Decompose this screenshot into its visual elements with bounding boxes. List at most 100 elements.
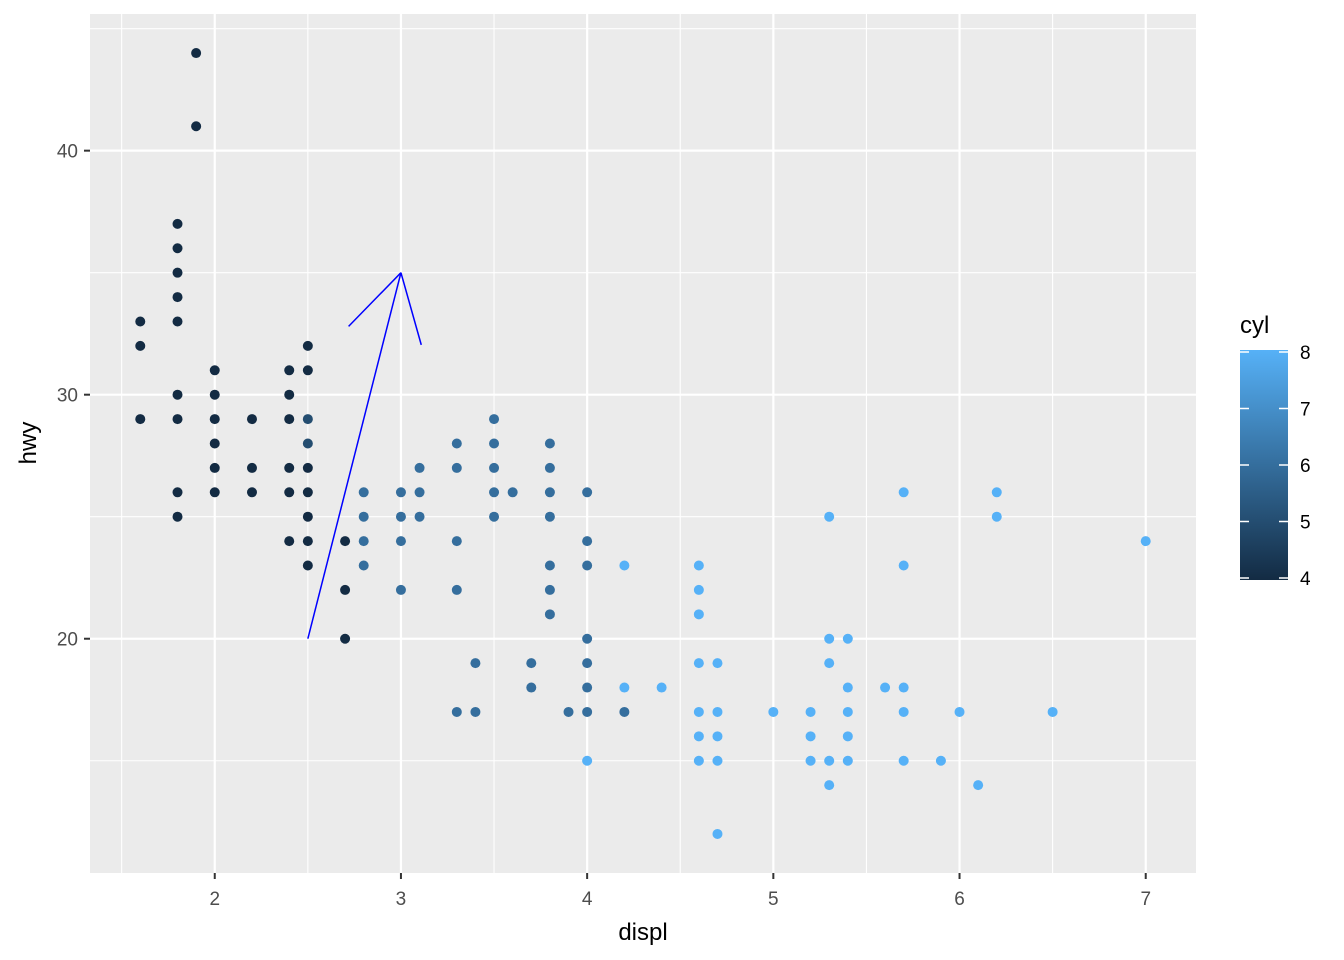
data-point xyxy=(340,536,351,547)
data-point xyxy=(824,755,835,766)
arrow-annotation xyxy=(307,272,423,639)
data-point xyxy=(619,560,630,571)
data-point xyxy=(284,414,295,425)
data-point xyxy=(489,438,500,449)
data-point xyxy=(842,682,853,693)
data-point xyxy=(824,511,835,522)
data-point xyxy=(395,536,406,547)
data-point xyxy=(395,487,406,498)
colorbar-ticks: 4 5 6 7 8 xyxy=(1240,343,1311,590)
data-point xyxy=(544,487,555,498)
data-point xyxy=(284,365,295,376)
data-point xyxy=(526,658,537,669)
data-point xyxy=(489,487,500,498)
data-point xyxy=(451,706,462,717)
data-point xyxy=(395,511,406,522)
data-point xyxy=(172,267,183,278)
data-point xyxy=(414,487,425,498)
data-point xyxy=(805,706,816,717)
minor-gridlines xyxy=(90,14,1196,873)
data-point xyxy=(284,389,295,400)
data-point xyxy=(582,755,593,766)
data-point xyxy=(693,560,704,571)
data-point xyxy=(544,511,555,522)
data-point xyxy=(954,706,965,717)
data-point xyxy=(302,365,313,376)
data-point xyxy=(302,438,313,449)
arrow-shaft xyxy=(307,272,402,639)
data-point xyxy=(172,414,183,425)
colorbar-label: 8 xyxy=(1300,343,1311,364)
data-point xyxy=(898,755,909,766)
data-point xyxy=(209,487,220,498)
data-point xyxy=(302,414,313,425)
data-point xyxy=(973,780,984,791)
data-point xyxy=(358,536,369,547)
arrow-head-line xyxy=(348,272,402,327)
x-axis: 2 3 4 5 6 7 xyxy=(209,873,1151,910)
data-point xyxy=(284,536,295,547)
data-point xyxy=(135,316,146,327)
data-point xyxy=(172,218,183,229)
data-point xyxy=(358,487,369,498)
data-point xyxy=(712,755,723,766)
data-point xyxy=(712,658,723,669)
data-point xyxy=(898,560,909,571)
data-point xyxy=(693,658,704,669)
data-point xyxy=(246,462,257,473)
data-point xyxy=(582,706,593,717)
data-point xyxy=(693,584,704,595)
data-point xyxy=(582,536,593,547)
plot-panel xyxy=(90,14,1196,873)
y-tick-label: 40 xyxy=(57,142,78,163)
x-tick-label: 7 xyxy=(1140,889,1151,910)
data-point xyxy=(768,706,779,717)
data-point xyxy=(842,755,853,766)
data-point xyxy=(1140,536,1151,547)
data-point xyxy=(451,584,462,595)
major-gridlines xyxy=(90,14,1196,873)
colorbar-label: 4 xyxy=(1300,569,1311,590)
data-point xyxy=(991,511,1002,522)
data-point xyxy=(414,511,425,522)
data-point xyxy=(172,316,183,327)
data-point xyxy=(898,706,909,717)
data-point xyxy=(693,731,704,742)
data-point xyxy=(582,682,593,693)
data-point xyxy=(898,682,909,693)
data-point xyxy=(209,414,220,425)
data-point xyxy=(842,731,853,742)
data-point xyxy=(191,121,202,132)
data-points xyxy=(135,48,1151,839)
x-tick-label: 6 xyxy=(954,889,965,910)
x-tick-label: 4 xyxy=(582,889,593,910)
data-point xyxy=(172,511,183,522)
data-point xyxy=(824,658,835,669)
data-point xyxy=(470,658,481,669)
data-point xyxy=(302,511,313,522)
data-point xyxy=(693,755,704,766)
data-point xyxy=(489,414,500,425)
data-point xyxy=(880,682,891,693)
x-tick-label: 2 xyxy=(209,889,220,910)
data-point xyxy=(135,414,146,425)
y-axis-title: hwy xyxy=(15,422,42,465)
data-point xyxy=(358,560,369,571)
x-tick-label: 5 xyxy=(768,889,779,910)
data-point xyxy=(340,584,351,595)
data-point xyxy=(414,462,425,473)
data-point xyxy=(544,462,555,473)
data-point xyxy=(489,462,500,473)
data-point xyxy=(172,292,183,303)
x-axis-title: displ xyxy=(618,919,667,946)
data-point xyxy=(302,462,313,473)
data-point xyxy=(544,609,555,620)
data-point xyxy=(712,828,723,839)
data-point xyxy=(712,731,723,742)
colorbar-label: 5 xyxy=(1300,513,1311,534)
data-point xyxy=(209,365,220,376)
data-point xyxy=(824,633,835,644)
data-point xyxy=(991,487,1002,498)
y-axis: 20 30 40 xyxy=(57,142,90,651)
